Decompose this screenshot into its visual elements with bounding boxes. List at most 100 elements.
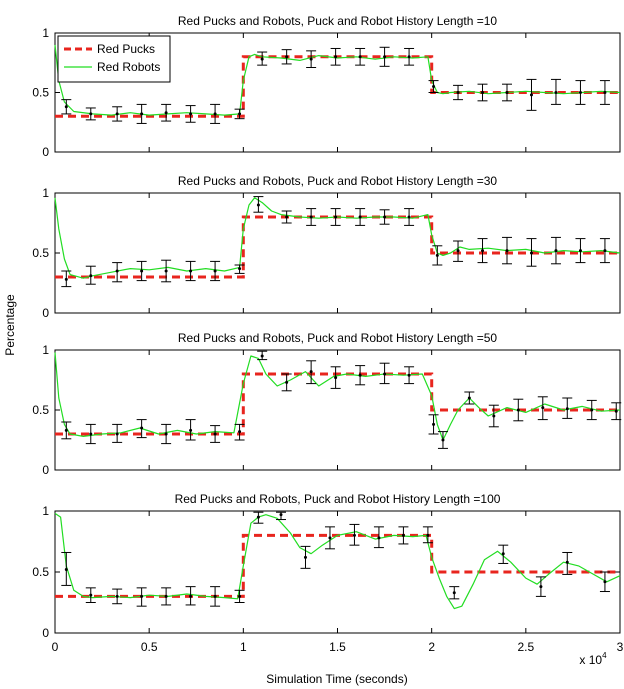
error-bar-point (238, 112, 242, 116)
error-bar (428, 80, 439, 93)
error-bar (498, 544, 509, 564)
error-bar (453, 84, 464, 101)
error-bar (61, 99, 72, 115)
error-bar (599, 80, 610, 105)
error-bar (112, 262, 123, 283)
error-bar (161, 259, 172, 283)
error-bar (526, 78, 537, 111)
error-bar (537, 396, 548, 421)
y-tick-label: 0.5 (32, 403, 49, 417)
x-tick-label: 0 (52, 640, 59, 654)
error-bar (253, 196, 264, 213)
error-bar (210, 425, 221, 443)
error-bar-point (256, 203, 260, 207)
error-bar-point (334, 215, 338, 219)
error-bar (437, 431, 448, 449)
error-bar-point (590, 408, 594, 412)
y-tick-label: 0.5 (32, 565, 49, 579)
error-bar (136, 103, 147, 124)
error-bar (535, 576, 546, 597)
error-bar-point (309, 57, 313, 61)
panel-3: Red Pucks and Robots, Puck and Robot His… (32, 331, 622, 477)
error-bar (550, 78, 561, 105)
error-bar (449, 586, 460, 600)
error-bar (185, 260, 196, 282)
error-bar (324, 526, 335, 550)
error-bar (281, 373, 292, 392)
x-tick-label: 1 (240, 640, 247, 654)
error-bar (330, 208, 341, 226)
error-bar (85, 423, 96, 445)
error-bar-point (260, 57, 264, 61)
error-bar-point (238, 267, 242, 271)
error-bar-point (279, 513, 283, 517)
error-bar (234, 264, 245, 274)
error-bar-point (578, 91, 582, 94)
y-tick-label: 1 (42, 186, 49, 200)
legend: Red Pucks Red Robots (57, 35, 171, 83)
error-bar-point (432, 422, 436, 426)
error-bar (85, 107, 96, 121)
error-bar (281, 210, 292, 224)
error-bar-point (383, 215, 387, 219)
y-tick-label: 1 (42, 343, 49, 357)
error-bar-point (541, 406, 545, 410)
error-bar-point (260, 354, 264, 358)
panel-title: Red Pucks and Robots, Puck and Robot His… (175, 492, 501, 506)
error-bar (398, 526, 409, 545)
error-bar-point (285, 380, 289, 384)
error-bar (562, 551, 573, 575)
error-bar-point (603, 91, 607, 94)
error-bar (330, 47, 341, 66)
error-bar (136, 587, 147, 607)
series-red-robots (54, 197, 621, 279)
series-red-robots (54, 512, 621, 610)
y-tick-label: 0 (42, 463, 49, 477)
error-bar-point (238, 430, 242, 434)
y-axis-label: Percentage (3, 294, 17, 356)
error-bar-point (64, 428, 68, 432)
panel-2: Red Pucks and Robots, Puck and Robot His… (32, 174, 621, 320)
error-bar-point (456, 249, 460, 253)
error-bar (432, 245, 443, 266)
error-bar (428, 414, 439, 435)
error-bar-point (358, 373, 362, 377)
error-bar (404, 366, 415, 385)
error-bar (330, 366, 341, 389)
y-tick-label: 0 (42, 306, 49, 320)
error-bar-point (554, 249, 558, 253)
error-bar (300, 545, 311, 569)
error-bar (586, 399, 597, 421)
error-bar-point (407, 215, 411, 219)
error-bar (185, 105, 196, 123)
error-bar-point (603, 580, 607, 584)
error-bar (502, 236, 512, 265)
error-bar-point (64, 277, 68, 281)
error-bar-point (383, 55, 387, 59)
error-bar (477, 238, 488, 264)
error-bar (234, 108, 245, 120)
series-red-robots (54, 44, 621, 116)
error-bar-point (164, 111, 168, 115)
y-tick-label: 1 (42, 504, 49, 518)
error-bar (61, 551, 72, 586)
error-bar (373, 526, 384, 549)
error-bar (253, 511, 264, 524)
series-red-pucks (55, 533, 620, 598)
error-bar (306, 50, 317, 69)
error-bar-point (309, 370, 313, 374)
error-bar-point (467, 396, 471, 400)
error-bar (161, 423, 172, 445)
legend-box (57, 35, 171, 83)
error-bar (112, 423, 123, 443)
error-bar-point (303, 555, 307, 559)
error-bar-point (578, 249, 582, 253)
error-bar (464, 391, 475, 405)
error-bar (257, 350, 268, 361)
y-tick-label: 1 (42, 26, 49, 40)
error-bar-point (426, 533, 430, 537)
legend-label-2: Red Robots (97, 60, 160, 74)
error-bar-point (89, 593, 93, 597)
error-bar (488, 404, 499, 428)
error-bar-point (383, 372, 387, 376)
